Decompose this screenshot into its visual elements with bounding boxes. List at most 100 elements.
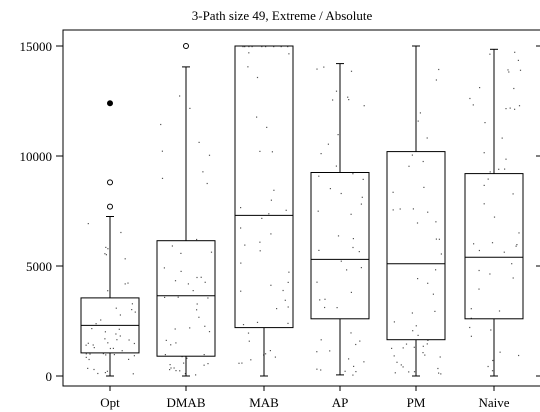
jitter-point bbox=[412, 208, 414, 210]
jitter-point bbox=[324, 306, 326, 309]
jitter-point bbox=[89, 353, 91, 355]
jitter-point bbox=[517, 59, 519, 61]
jitter-point bbox=[423, 186, 425, 188]
jitter-point bbox=[128, 339, 130, 341]
jitter-point bbox=[426, 137, 428, 139]
jitter-point bbox=[402, 347, 404, 349]
jitter-point bbox=[202, 171, 204, 173]
jitter-point bbox=[392, 209, 394, 211]
jitter-point bbox=[399, 208, 401, 210]
jitter-point bbox=[120, 231, 122, 234]
jitter-point bbox=[498, 168, 500, 170]
jitter-point bbox=[316, 281, 318, 283]
jitter-point bbox=[483, 152, 485, 154]
jitter-point bbox=[85, 353, 87, 355]
jitter-point bbox=[491, 242, 494, 244]
jitter-point bbox=[204, 281, 206, 283]
jitter-point bbox=[134, 311, 136, 313]
jitter-point bbox=[169, 369, 171, 371]
jitter-point bbox=[170, 344, 172, 346]
jitter-point bbox=[352, 238, 354, 240]
jitter-point bbox=[242, 324, 245, 326]
jitter-point bbox=[164, 296, 166, 298]
jitter-point bbox=[518, 232, 520, 234]
jitter-point bbox=[402, 366, 404, 368]
outlier-point bbox=[107, 179, 113, 186]
jitter-point bbox=[493, 216, 496, 218]
jitter-point bbox=[87, 342, 89, 344]
jitter-point bbox=[332, 99, 334, 101]
jitter-point bbox=[336, 307, 338, 309]
jitter-point bbox=[97, 372, 99, 375]
jitter-point bbox=[363, 361, 365, 363]
jitter-point bbox=[105, 354, 107, 356]
jitter-point bbox=[337, 134, 339, 136]
jitter-point bbox=[478, 249, 480, 252]
jitter-point bbox=[427, 211, 429, 213]
jitter-point bbox=[393, 355, 395, 357]
jitter-point bbox=[163, 267, 165, 269]
jitter-point bbox=[360, 203, 362, 205]
jitter-point bbox=[196, 309, 198, 311]
jitter-point bbox=[363, 105, 365, 107]
jitter-point bbox=[177, 296, 179, 298]
jitter-point bbox=[470, 335, 472, 337]
jitter-point bbox=[105, 246, 107, 248]
jitter-point bbox=[437, 367, 439, 370]
jitter-point bbox=[288, 271, 290, 273]
jitter-point bbox=[287, 306, 289, 308]
jitter-point bbox=[505, 108, 507, 110]
jitter-point bbox=[411, 154, 413, 156]
x-axis: Opt DMAB MAB AP PM Naive bbox=[100, 386, 510, 410]
jitter-point bbox=[509, 107, 511, 109]
jitter-point bbox=[259, 250, 261, 252]
jitter-point bbox=[256, 116, 258, 118]
jitter-point bbox=[160, 123, 162, 126]
jitter-point bbox=[361, 196, 363, 198]
jitter-point bbox=[504, 168, 506, 170]
jitter-point bbox=[483, 203, 485, 205]
outlier-point bbox=[107, 100, 113, 107]
jitter-point bbox=[491, 370, 494, 372]
jitter-point bbox=[490, 329, 492, 331]
jitter-point bbox=[479, 87, 481, 89]
jitter-point bbox=[102, 353, 104, 355]
jitter-point bbox=[112, 347, 114, 349]
jitter-point bbox=[492, 359, 494, 362]
jitter-point bbox=[432, 293, 434, 295]
jitter-point bbox=[396, 361, 398, 363]
jitter-point bbox=[324, 298, 326, 300]
jitter-point bbox=[173, 367, 175, 369]
jitter-point bbox=[435, 269, 437, 271]
jitter-point bbox=[320, 339, 322, 341]
jitter-point bbox=[85, 356, 87, 358]
jitter-point bbox=[187, 283, 189, 285]
jitter-point bbox=[113, 354, 115, 356]
jitter-point bbox=[282, 289, 284, 292]
jitter-point bbox=[335, 90, 338, 92]
jitter-point bbox=[274, 356, 276, 358]
jitter-point bbox=[280, 46, 282, 48]
jitter-point bbox=[287, 46, 289, 48]
jitter-point bbox=[392, 191, 394, 193]
outlier-point bbox=[107, 203, 113, 210]
jitter-point bbox=[316, 351, 318, 353]
x-tick-label: MAB bbox=[249, 395, 279, 410]
jitter-point bbox=[170, 367, 172, 369]
jitter-point bbox=[400, 364, 402, 366]
jitter-point bbox=[175, 370, 177, 372]
jitter-point bbox=[344, 370, 346, 372]
y-tick-label: 10000 bbox=[20, 149, 53, 164]
jitter-point bbox=[196, 276, 198, 279]
x-tick-label: Opt bbox=[100, 395, 120, 410]
jitter-point bbox=[107, 342, 109, 344]
jitter-point bbox=[320, 369, 322, 371]
jitter-point bbox=[478, 269, 480, 272]
jitter-point bbox=[265, 46, 267, 48]
jitter-point bbox=[256, 321, 259, 323]
box-series bbox=[80, 43, 524, 377]
jitter-point bbox=[175, 342, 177, 344]
jitter-point bbox=[285, 209, 287, 211]
jitter-point bbox=[518, 354, 520, 357]
